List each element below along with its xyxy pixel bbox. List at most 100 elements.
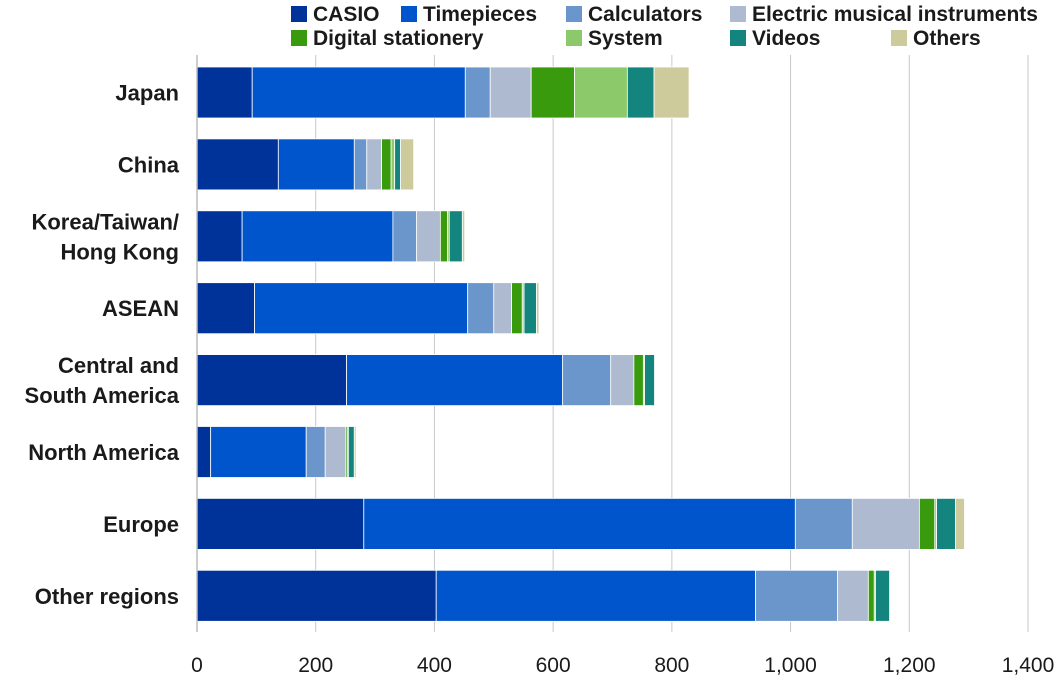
bar-segment-others	[889, 569, 891, 622]
bar-segment-casio	[196, 282, 255, 335]
bar-segment-calculators	[392, 210, 418, 263]
bar-segment-calculators	[353, 138, 368, 191]
bar-segment-calculators	[794, 497, 853, 550]
bar-segment-digital-stationery	[867, 569, 875, 622]
grid-layer	[315, 55, 1029, 632]
bar-segment-electric-musical-instruments	[610, 354, 635, 407]
bar-segment-others	[536, 282, 540, 335]
bar-group-other-regions	[196, 569, 891, 622]
bar-segment-timepieces	[435, 569, 756, 622]
x-axis-ticks: 0 200 400 600 800 1,000 1,200 1,400	[191, 654, 1054, 677]
legend-item-digital-stationery: Digital stationery	[291, 27, 484, 50]
bar-segment-others	[654, 354, 656, 407]
legend-label: Digital stationery	[313, 27, 484, 50]
bar-segment-others	[955, 497, 965, 550]
category-label-asean: ASEAN	[102, 296, 179, 321]
bar-segment-digital-stationery	[918, 497, 936, 550]
legend-item-system: System	[566, 27, 663, 50]
bar-segment-system	[574, 66, 628, 119]
bar-segment-videos	[347, 426, 355, 478]
bar-segment-casio	[196, 569, 437, 622]
bar-group-korea-taiwan-hong-kong	[196, 210, 466, 263]
bar-segment-timepieces	[210, 426, 307, 478]
bar-segment-digital-stationery	[530, 66, 575, 119]
bar-segment-casio	[196, 210, 243, 263]
legend-swatch	[291, 6, 307, 22]
bar-segment-videos	[644, 354, 656, 407]
bar-segment-others	[653, 66, 690, 119]
category-label-europe: Europe	[103, 512, 179, 537]
legend-item-electric-musical-instruments: Electric musical instruments	[730, 3, 1038, 26]
bar-segment-casio	[196, 138, 279, 191]
bar-layer	[196, 66, 965, 622]
bar-segment-calculators	[464, 66, 491, 119]
bar-segment-calculators	[467, 282, 495, 335]
x-tick-label: 1,400	[1002, 654, 1055, 677]
x-tick-label: 0	[191, 654, 203, 677]
category-label-japan: Japan	[115, 81, 179, 106]
bar-segment-casio	[196, 426, 212, 478]
category-label-north-america: North America	[28, 440, 180, 465]
bar-segment-calculators	[305, 426, 326, 478]
bar-segment-digital-stationery	[633, 354, 644, 407]
bar-segment-videos	[936, 497, 956, 550]
bar-segment-videos	[626, 66, 655, 119]
legend-label: Electric musical instruments	[752, 3, 1038, 26]
bar-segment-electric-musical-instruments	[489, 66, 532, 119]
category-label-korea-taiwan-hong-kong: Korea/Taiwan/Hong Kong	[31, 209, 179, 264]
bar-segment-videos	[394, 138, 401, 191]
legend-swatch	[291, 30, 307, 46]
bar-group-china	[196, 138, 415, 191]
category-label-central-and-south-america: Central and South America	[25, 353, 180, 408]
bar-segment-casio	[196, 66, 253, 119]
legend-swatch	[566, 30, 582, 46]
legend-swatch	[730, 6, 746, 22]
legend-swatch	[566, 6, 582, 22]
bar-segment-digital-stationery	[511, 282, 523, 335]
bar-segment-casio	[196, 354, 347, 407]
x-tick-label: 800	[654, 654, 689, 677]
bar-segment-electric-musical-instruments	[837, 569, 869, 622]
x-tick-label: 1,000	[764, 654, 817, 677]
bar-segment-digital-stationery	[439, 210, 448, 263]
bar-segment-electric-musical-instruments	[324, 426, 346, 478]
bar-segment-timepieces	[346, 354, 564, 407]
legend-item-casio: CASIO	[291, 3, 380, 26]
legend-item-calculators: Calculators	[566, 3, 702, 26]
bar-segment-others	[461, 210, 466, 263]
category-labels: Japan China Korea/Taiwan/Hong Kong ASEAN Cen…	[25, 81, 180, 609]
category-label-other-regions: Other regions	[35, 584, 179, 609]
bar-segment-electric-musical-instruments	[416, 210, 441, 263]
legend-item-videos: Videos	[730, 27, 820, 50]
bar-segment-calculators	[755, 569, 838, 622]
legend-item-timepieces: Timepieces	[401, 3, 537, 26]
bar-group-europe	[196, 497, 965, 550]
x-tick-label: 1,200	[883, 654, 936, 677]
bar-segment-calculators	[562, 354, 612, 407]
x-tick-label: 600	[536, 654, 571, 677]
bar-segment-electric-musical-instruments	[493, 282, 512, 335]
bar-segment-electric-musical-instruments	[366, 138, 383, 191]
bar-group-japan	[196, 66, 690, 119]
bar-segment-timepieces	[241, 210, 394, 263]
legend: CASIO Timepieces Calculators Electric music…	[291, 3, 1038, 50]
bar-group-asean	[196, 282, 540, 335]
legend-item-others: Others	[891, 27, 981, 50]
bar-group-north-america	[196, 426, 357, 478]
bar-segment-videos	[875, 569, 891, 622]
bar-segment-timepieces	[251, 66, 466, 119]
legend-swatch	[401, 6, 417, 22]
legend-swatch	[730, 30, 746, 46]
bar-group-central-and-south-america	[196, 354, 656, 407]
category-label-china: China	[118, 152, 180, 177]
bar-segment-videos	[448, 210, 463, 263]
legend-label: Calculators	[588, 3, 702, 26]
legend-swatch	[891, 30, 907, 46]
bar-segment-casio	[196, 497, 365, 550]
legend-label: Videos	[752, 27, 820, 50]
legend-label: System	[588, 27, 663, 50]
legend-label: CASIO	[313, 3, 380, 26]
x-tick-label: 400	[417, 654, 452, 677]
